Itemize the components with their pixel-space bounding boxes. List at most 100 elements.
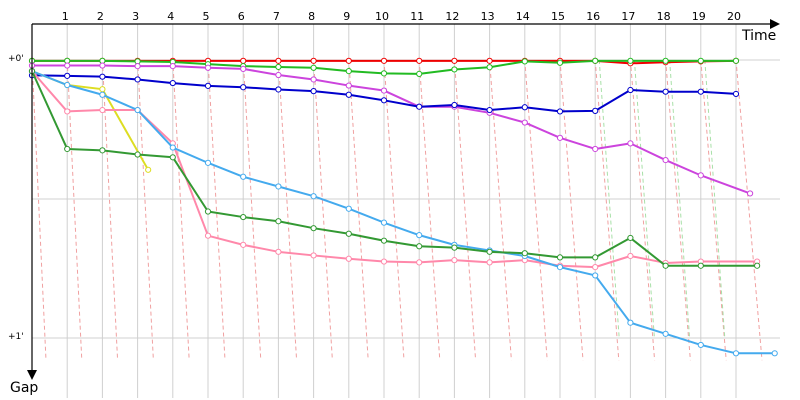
pit-line xyxy=(418,59,441,361)
y-axis-arrow xyxy=(27,370,37,380)
pit-line xyxy=(453,59,477,361)
data-point xyxy=(627,57,634,64)
x-tick-label: 2 xyxy=(97,10,104,23)
x-tick-label: 14 xyxy=(516,10,530,23)
pit-line xyxy=(31,59,47,361)
data-point xyxy=(204,64,212,71)
data-point xyxy=(169,154,176,161)
x-axis-arrow xyxy=(770,19,780,29)
data-point xyxy=(521,58,528,65)
pit-line-green xyxy=(669,59,691,339)
pit-line xyxy=(66,59,83,361)
pit-line xyxy=(207,59,226,361)
x-tick-label: 13 xyxy=(481,10,495,23)
x-tick-label: 8 xyxy=(308,10,315,23)
data-point xyxy=(275,248,282,255)
data-point xyxy=(310,64,317,71)
data-point xyxy=(275,218,282,225)
data-point xyxy=(240,241,247,248)
data-point xyxy=(240,57,247,64)
x-tick-label: 20 xyxy=(727,10,741,23)
data-point xyxy=(627,234,634,242)
data-point xyxy=(345,91,352,98)
data-point xyxy=(99,73,106,80)
pit-line xyxy=(137,59,154,361)
series-7 xyxy=(28,68,761,269)
x-tick-label: 4 xyxy=(167,10,174,23)
data-point xyxy=(64,145,71,153)
x-tick-label: 11 xyxy=(410,10,424,23)
pit-line xyxy=(665,59,691,361)
x-tick-label: 19 xyxy=(692,10,706,23)
data-point xyxy=(556,264,564,271)
data-point xyxy=(310,252,317,259)
x-axis-title: Time xyxy=(741,28,776,44)
axes xyxy=(27,19,780,380)
series-4 xyxy=(28,68,152,173)
data-point xyxy=(134,63,141,70)
x-tick-label: 10 xyxy=(375,10,389,23)
data-point xyxy=(556,59,564,66)
data-point xyxy=(732,350,740,357)
data-point xyxy=(134,76,141,83)
data-point xyxy=(99,91,106,98)
series-line xyxy=(31,70,775,355)
pit-line xyxy=(735,59,763,361)
data-point xyxy=(99,86,106,93)
data-point xyxy=(754,262,761,269)
data-point xyxy=(521,104,528,111)
data-point xyxy=(345,255,352,262)
data-point xyxy=(627,140,634,147)
x-tick-label: 17 xyxy=(621,10,635,23)
data-point xyxy=(556,108,564,115)
data-point xyxy=(486,106,493,114)
x-tick-label: 15 xyxy=(551,10,565,23)
data-point xyxy=(380,70,388,77)
pit-line xyxy=(348,59,369,361)
data-point xyxy=(416,57,423,64)
data-point xyxy=(592,57,599,64)
pit-line-green xyxy=(704,59,726,339)
pit-line xyxy=(277,59,298,361)
data-point xyxy=(275,183,282,190)
data-point xyxy=(771,350,778,357)
data-point xyxy=(662,330,669,337)
data-point xyxy=(99,62,106,69)
series-line xyxy=(31,70,758,267)
pit-line xyxy=(559,59,584,361)
data-point xyxy=(380,97,388,104)
data-point xyxy=(556,254,564,261)
data-point xyxy=(592,145,599,153)
series-2 xyxy=(28,62,754,197)
x-tick-label: 3 xyxy=(132,10,139,23)
series-line xyxy=(31,70,758,269)
data-point xyxy=(451,101,458,109)
data-point xyxy=(662,88,669,95)
x-tick-label: 5 xyxy=(203,10,210,23)
data-point xyxy=(345,230,352,237)
data-point xyxy=(521,119,528,126)
series-5 xyxy=(28,68,761,271)
data-point xyxy=(627,86,634,94)
data-point xyxy=(64,108,71,115)
data-point xyxy=(451,57,458,64)
series-line xyxy=(31,70,150,171)
data-point xyxy=(697,172,704,179)
pit-line xyxy=(101,59,119,361)
data-point xyxy=(275,86,282,93)
data-point xyxy=(416,243,423,250)
data-point xyxy=(380,87,388,94)
data-point xyxy=(380,57,388,64)
data-point xyxy=(521,250,528,257)
data-point xyxy=(416,70,423,78)
pit-line xyxy=(489,59,512,361)
data-point xyxy=(64,81,71,89)
pit-line xyxy=(700,59,727,361)
data-point xyxy=(592,254,599,261)
data-point xyxy=(134,151,141,158)
pit-line xyxy=(594,59,620,361)
data-point xyxy=(204,159,212,166)
data-point xyxy=(592,264,599,271)
data-point xyxy=(627,252,634,260)
